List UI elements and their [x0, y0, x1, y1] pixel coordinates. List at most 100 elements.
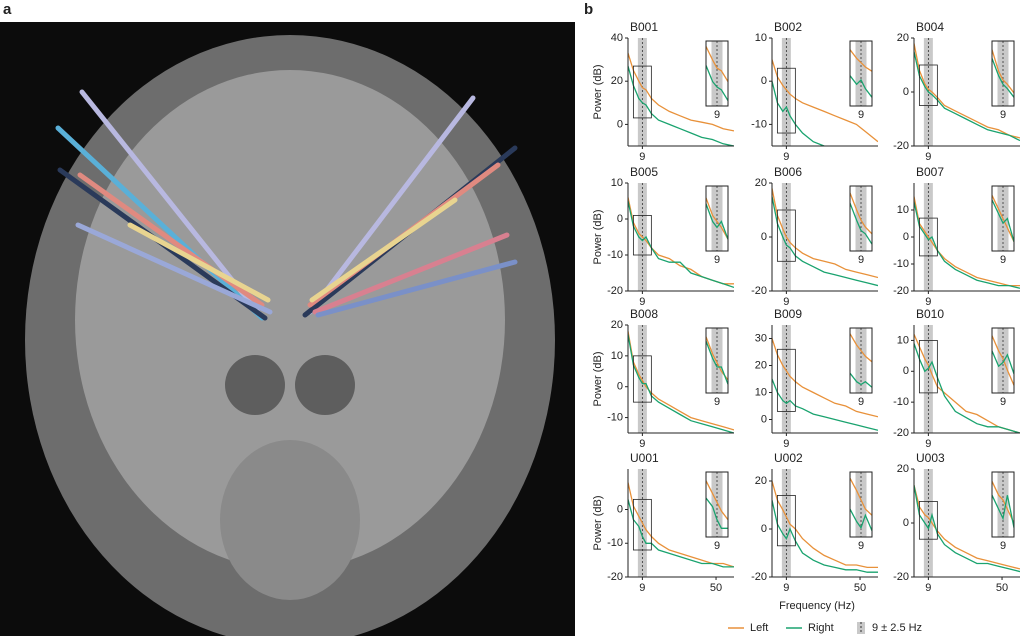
y-axis-label: Power (dB)	[592, 209, 604, 264]
y-tick-label: -10	[607, 249, 623, 261]
series-line	[992, 58, 1014, 98]
inset-frame	[849, 471, 873, 538]
series-line	[992, 335, 1014, 386]
series-line	[772, 196, 878, 287]
series-line	[914, 334, 1020, 433]
inset-frame	[991, 471, 1015, 538]
chart-title: B010	[916, 307, 944, 321]
chart-title: B005	[630, 165, 658, 179]
x-tick-label: 50	[996, 582, 1008, 594]
inset-frame	[849, 185, 873, 252]
y-axis-label: Power (dB)	[592, 64, 604, 119]
nucleus	[225, 355, 285, 415]
y-tick-label: -20	[893, 140, 909, 152]
series-line	[992, 49, 1014, 94]
y-tick-label: -20	[607, 571, 623, 583]
x-tick-label: 9	[925, 582, 931, 594]
y-tick-label: -10	[893, 396, 909, 408]
cerebellum	[220, 440, 360, 600]
x-tick-label: 9	[925, 151, 931, 163]
y-axis-label: Power (dB)	[592, 351, 604, 406]
series-line	[706, 497, 728, 529]
y-tick-label: -20	[751, 571, 767, 583]
inset-frame	[705, 327, 729, 394]
electrode	[315, 259, 518, 318]
panel-label: b	[584, 1, 593, 18]
series-line	[914, 201, 1020, 289]
panel-label: a	[3, 1, 12, 18]
zoom-box	[918, 217, 938, 257]
y-tick-label: 10	[755, 32, 767, 44]
inset-tick-label: 9	[858, 540, 864, 552]
series-line	[914, 51, 1020, 142]
inset-frame	[705, 40, 729, 107]
chart-title: U003	[916, 451, 945, 465]
x-tick-label: 50	[854, 582, 866, 594]
x-tick-label: 9	[783, 151, 789, 163]
series-line	[706, 65, 728, 101]
x-tick-label: 9	[639, 582, 645, 594]
x-tick-label: 9	[925, 438, 931, 450]
series-line	[914, 43, 1020, 139]
series-line	[628, 499, 734, 568]
y-tick-label: 40	[611, 32, 623, 44]
zoom-box	[776, 67, 796, 134]
series-line	[628, 334, 734, 433]
series-line	[628, 331, 734, 431]
y-tick-label: 20	[755, 359, 767, 371]
zoom-box	[918, 500, 938, 540]
inset-tick-label: 9	[858, 254, 864, 266]
x-tick-label: 50	[710, 582, 722, 594]
y-tick-label: 20	[897, 463, 909, 475]
y-tick-label: 30	[755, 332, 767, 344]
series-line	[772, 338, 878, 418]
series-line	[628, 200, 734, 289]
y-tick-label: 20	[897, 32, 909, 44]
inset-frame	[849, 327, 873, 394]
inset-frame	[705, 185, 729, 252]
series-line	[706, 197, 728, 240]
electrode	[307, 95, 476, 315]
series-line	[850, 202, 872, 245]
legend-label: 9 ± 2.5 Hz	[872, 622, 922, 634]
electrode	[55, 125, 265, 321]
series-line	[772, 500, 878, 573]
y-tick-label: 0	[761, 523, 767, 535]
y-tick-label: 10	[611, 177, 623, 189]
y-tick-label: 0	[617, 503, 623, 515]
y-tick-label: 20	[611, 75, 623, 87]
y-tick-label: 20	[755, 475, 767, 487]
series-line	[706, 340, 728, 385]
brain-image	[0, 22, 575, 636]
series-line	[992, 481, 1014, 524]
y-tick-label: -20	[893, 285, 909, 297]
series-line	[772, 59, 878, 143]
y-tick-label: 0	[761, 75, 767, 87]
zoom-box	[632, 65, 652, 119]
inset-tick-label: 9	[714, 396, 720, 408]
zoom-box	[776, 209, 796, 262]
y-tick-label: 10	[897, 334, 909, 346]
x-tick-label: 9	[783, 582, 789, 594]
series-line	[850, 372, 872, 388]
series-line	[914, 196, 1020, 287]
series-line	[628, 65, 734, 146]
y-tick-label: 0	[903, 86, 909, 98]
inset-frame	[991, 327, 1015, 394]
series-line	[772, 81, 826, 146]
zoom-box	[776, 494, 796, 547]
y-tick-label: -20	[893, 427, 909, 439]
y-tick-label: 10	[755, 386, 767, 398]
legend-label: Left	[750, 622, 768, 634]
series-line	[850, 508, 872, 532]
y-tick-label: 0	[761, 413, 767, 425]
series-line	[850, 75, 872, 98]
series-line	[992, 350, 1014, 375]
x-tick-label: 9	[639, 438, 645, 450]
x-tick-label: 9	[639, 296, 645, 308]
series-line	[850, 477, 872, 516]
chart-title: B004	[916, 20, 944, 34]
y-tick-label: -10	[751, 118, 767, 130]
series-line	[772, 480, 878, 569]
inset-frame	[705, 471, 729, 538]
